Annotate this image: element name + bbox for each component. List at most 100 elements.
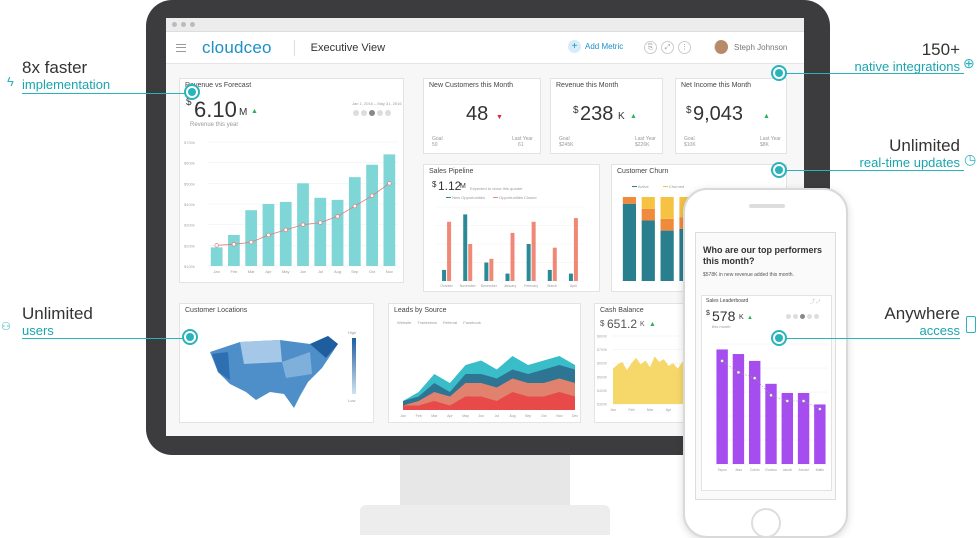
window-dot[interactable] [190,22,195,27]
period-option[interactable] [385,110,391,116]
chart-legend: Active Churned [632,184,684,189]
kpi-value: 48 [466,103,489,125]
target-point [720,359,724,363]
map-region[interactable] [212,352,230,380]
bar [331,199,344,266]
map-region[interactable] [310,336,338,358]
annotation-marker[interactable] [184,84,200,100]
x-tick-label: December [481,284,498,288]
annotation-line [22,338,188,339]
target-point [736,370,741,375]
bar [797,392,810,464]
annotation-title: Unlimited [889,136,960,155]
x-tick-label: Jul [318,269,323,274]
kpi-unit: M [239,107,248,118]
leaderboard-chart: Tayon Jess Colvin Gordon Jacob Arnold Malin [714,343,828,472]
goal-label: Goal [684,136,695,142]
x-tick-label: Arnold [799,468,809,472]
trend-up-icon: ▲ [649,321,656,328]
more-icon[interactable]: ⋮ [678,41,691,54]
annotation-marker[interactable] [182,329,198,345]
y-tick-label: $500k [184,181,195,186]
x-tick-label: Jan [213,269,219,274]
annotation-marker[interactable] [771,65,787,81]
period-option[interactable] [377,110,383,116]
currency-symbol: $ [186,97,192,108]
legend-item: New Opportunities [446,195,485,200]
target-point [801,399,806,403]
window-dot[interactable] [181,22,186,27]
legend-item: Churned [662,184,684,189]
annotation-marker[interactable] [771,162,787,178]
bar [622,197,637,204]
kpi-unit: M [460,183,466,190]
bar [447,221,452,281]
kpi-value: 578 [712,308,736,324]
period-option[interactable] [786,314,791,319]
menu-icon[interactable] [176,43,186,52]
x-tick-label: Feb [628,408,634,412]
annotation-subtitle: access [919,323,960,338]
y-tick-label: $300k [184,223,195,228]
chart-legend: Website Tradeshow Referral Facebook [397,320,481,325]
annotation-users: Unlimited users [22,304,93,338]
annotation-marker[interactable] [771,330,787,346]
last-year-label: Last Year [635,136,656,142]
bar [210,247,223,266]
bar [660,230,674,281]
bar [781,392,793,464]
period-option[interactable] [807,314,812,319]
kpi-subtitle: Revenue this year [190,122,239,128]
phone-question: Who are our top performers this month? [703,245,823,266]
x-tick-label: Malin [816,468,824,472]
legend-item: Active [632,184,649,189]
period-option[interactable] [361,110,367,116]
forecast-point [318,220,323,225]
bar [442,269,447,281]
y-tick-label: $600K [597,362,608,366]
leaderboard-card: Sales Leaderboard ⤴ ⤢ $ 578 K ▲ this mon… [701,295,832,491]
last-year-value: $8K [760,142,769,148]
monitor-stand [400,455,570,505]
bar [568,273,573,281]
phone-device: Who are our top performers this month? $… [683,188,848,538]
leads-source-card: Leads by Source Website Tradeshow Referr… [388,303,581,423]
period-option[interactable] [800,314,805,319]
annotation-line [786,73,964,74]
currency-symbol: $ [573,105,579,116]
phone-icon [966,316,976,333]
app-logo[interactable]: cloudceo [202,37,272,57]
share-icon[interactable]: ⎘ [644,41,657,54]
revenue-month-card: Revenue this Month $ 238 K ▲ Goal $245K … [550,78,663,154]
y-tick-label: $500K [597,375,608,379]
avatar [714,40,728,54]
x-tick-label: May [282,269,290,274]
period-option[interactable] [369,110,375,116]
bar [468,244,473,281]
sales-pipeline-chart: October November December January February Ma… [436,206,584,288]
bar [814,404,826,464]
trend-up-icon: ▲ [251,108,258,115]
window-dot[interactable] [172,22,177,27]
x-tick-label: Gordon [765,468,777,472]
period-option[interactable] [353,110,359,116]
map-region[interactable] [282,352,312,378]
y-tick-label: $600k [184,161,195,166]
x-tick-label: May [462,414,469,418]
user-menu[interactable]: Steph Johnson [714,40,787,54]
y-tick-label: $800K [597,335,608,339]
legend-label: Tradeshow [417,320,438,325]
x-tick-label: Sep [525,414,531,418]
annotation-subtitle: native integrations [854,59,960,74]
period-option[interactable] [793,314,798,319]
add-metric-button[interactable]: + Add Metric [568,40,623,53]
kpi-value: 238 [580,103,614,125]
user-name: Steph Johnson [734,42,788,52]
map-region[interactable] [240,340,282,364]
share-icon[interactable]: ⤴ ⤢ [810,299,821,305]
y-tick-label: $100k [184,264,195,269]
new-customers-card: New Customers this Month 48 ▼ Goal 50 La… [423,78,541,154]
expand-icon[interactable]: ⤢ [661,41,674,54]
period-option[interactable] [814,314,819,319]
y-tick-label: $200k [184,243,195,248]
